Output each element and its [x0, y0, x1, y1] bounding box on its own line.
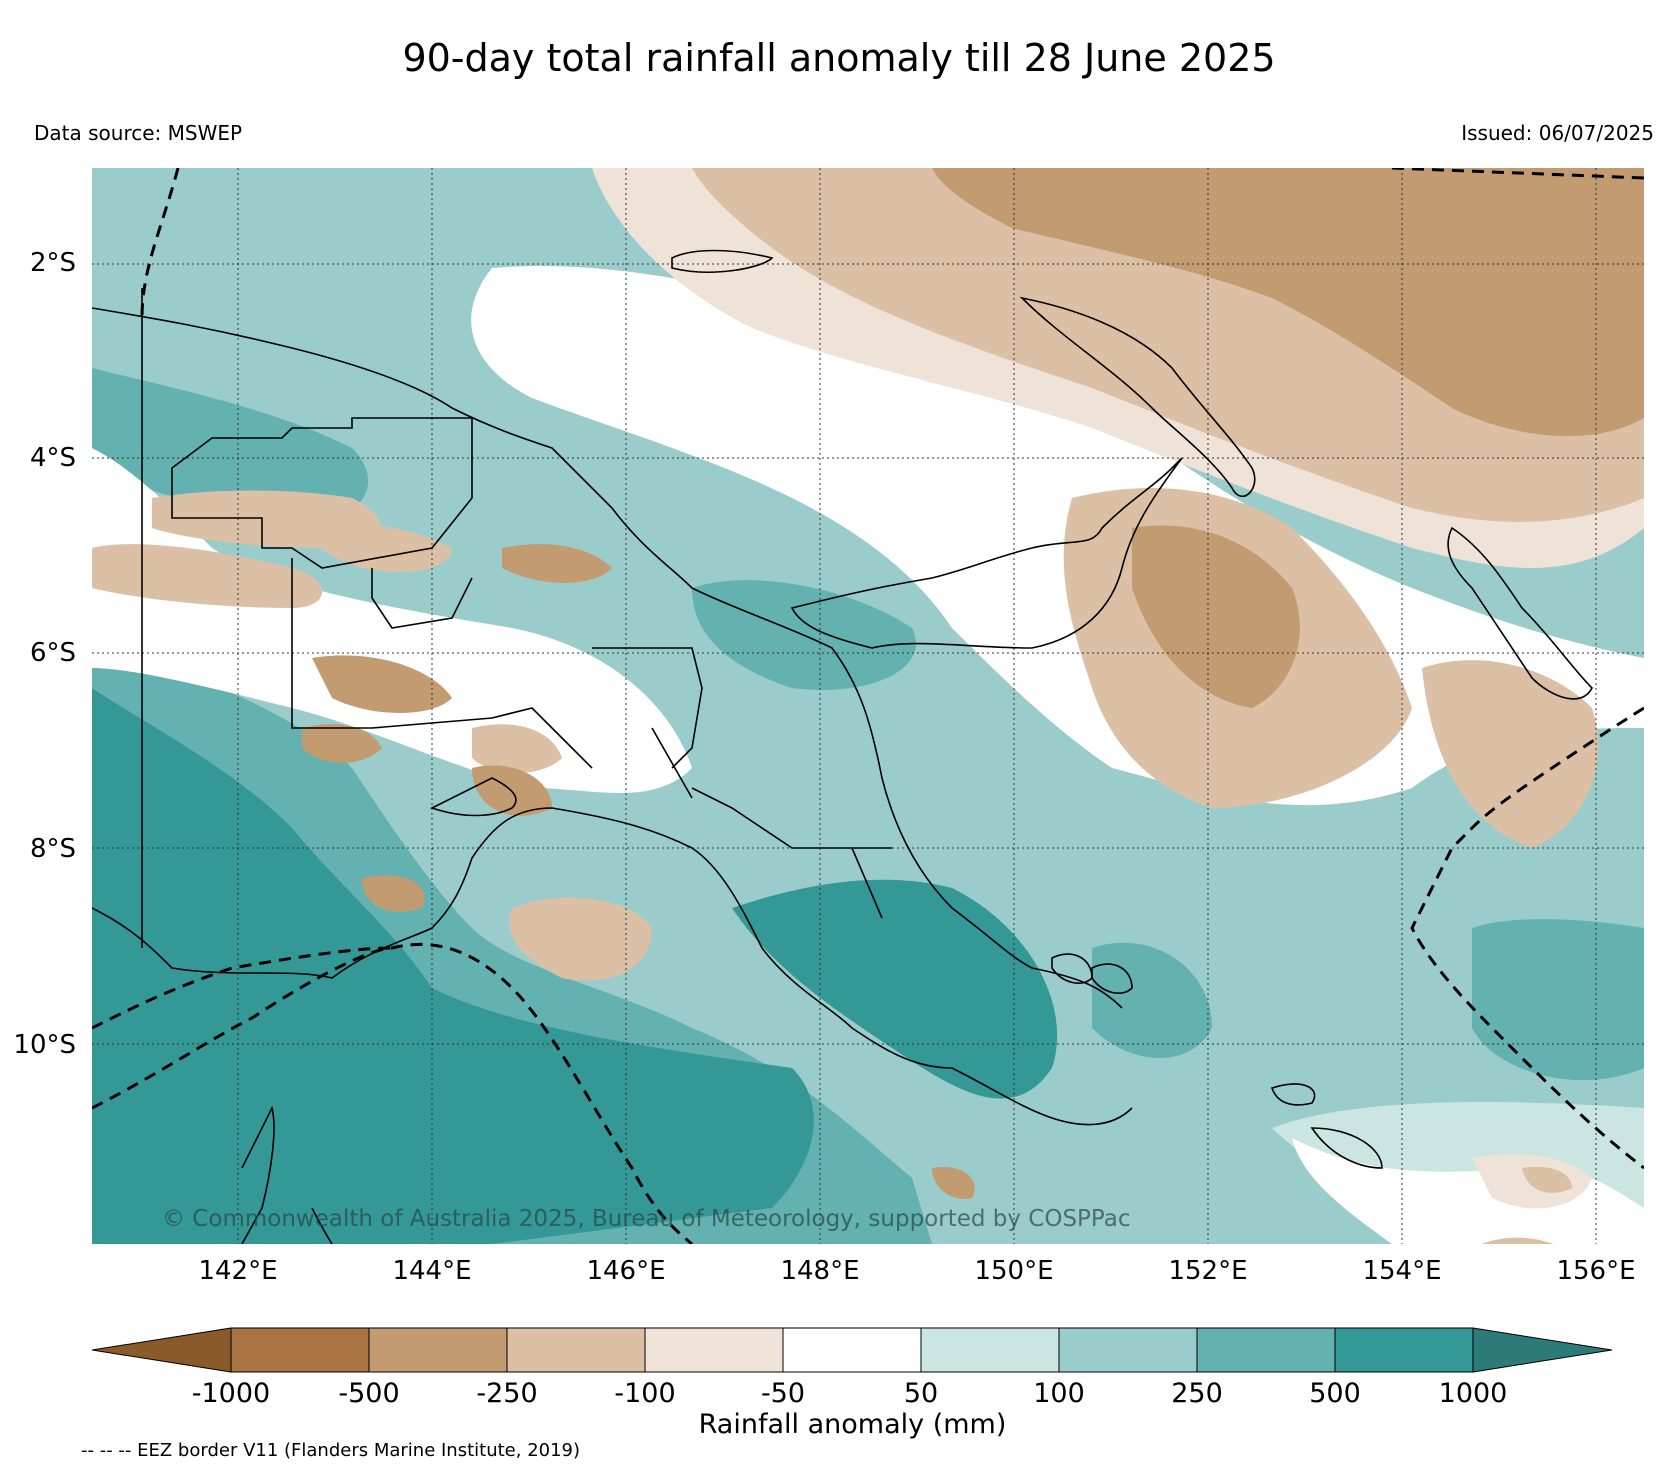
anomaly-region-minus100: [509, 897, 652, 981]
anomaly-region-minus250: [302, 724, 382, 763]
anomaly-region-500: [1092, 942, 1212, 1058]
colorbar-tick: -250: [476, 1378, 538, 1409]
anomaly-region-1000: [92, 688, 814, 1244]
colorbar-segment-min: [92, 1327, 232, 1373]
colorbar-segment: [1196, 1327, 1336, 1373]
anomaly-region-minus250: [312, 655, 452, 713]
anomaly-region-minus250: [1132, 525, 1300, 708]
lon-label-150e: 150°E: [974, 1256, 1054, 1286]
colorbar-tick: -50: [760, 1378, 806, 1409]
colorbar-tick: -500: [338, 1378, 400, 1409]
colorbar-segment: [230, 1327, 370, 1373]
colorbar-tick: -1000: [191, 1378, 271, 1409]
anomaly-region-1000: [732, 879, 1058, 1099]
colorbar-segment: [368, 1327, 508, 1373]
colorbar-tick: 100: [1033, 1378, 1085, 1409]
colorbar-segment: [920, 1327, 1060, 1373]
colorbar-segment: [1058, 1327, 1198, 1373]
graticule: [92, 168, 1644, 1244]
eez-footnote: -- -- -- EEZ border V11 (Flanders Marine…: [81, 1440, 581, 1461]
anomaly-region-minus250: [932, 1167, 975, 1199]
anomaly-region-minus250: [932, 168, 1644, 437]
map-canvas: [92, 168, 1644, 1244]
eez-borders: [92, 168, 1644, 1244]
lat-label-2s: 2°S: [29, 248, 76, 278]
anomaly-region-minus250: [502, 544, 612, 583]
data-source: Data source: MSWEP: [34, 121, 243, 145]
anomaly-region-500: [1472, 919, 1644, 1081]
anomaly-region-minus250: [362, 875, 425, 912]
colorbar-segment: [782, 1327, 922, 1373]
lon-label-142e: 142°E: [198, 1256, 278, 1286]
anomaly-region-minus100: [1422, 660, 1599, 848]
anomaly-region-neutral: [1292, 1138, 1644, 1244]
lon-label-152e: 152°E: [1168, 1256, 1248, 1286]
chart-title: 90-day total rainfall anomaly till 28 Ju…: [402, 36, 1276, 80]
copyright-watermark: © Commonwealth of Australia 2025, Bureau…: [162, 1206, 1131, 1232]
colorbar-label: Rainfall anomaly (mm): [698, 1409, 1007, 1440]
colorbar-tick: -100: [614, 1378, 676, 1409]
issued-date: Issued: 06/07/2025: [1461, 121, 1654, 145]
lon-label-154e: 154°E: [1362, 1256, 1442, 1286]
colorbar-tick: 500: [1309, 1378, 1361, 1409]
colorbar-segment: [1334, 1327, 1474, 1373]
lon-label-146e: 146°E: [586, 1256, 666, 1286]
colorbar-tick: 1000: [1438, 1378, 1508, 1409]
lat-label-4s: 4°S: [29, 443, 76, 473]
colorbar-segment: [506, 1327, 646, 1373]
anomaly-region-500: [92, 368, 369, 528]
lat-label-8s: 8°S: [29, 834, 76, 864]
anomaly-region-neutral: [92, 448, 692, 793]
anomaly-region-minus100: [92, 544, 322, 608]
colorbar-tick: 50: [903, 1378, 939, 1409]
colorbar-segment-max: [1472, 1327, 1612, 1373]
anomaly-region-minus100: [312, 524, 452, 572]
coastlines: [92, 249, 1593, 1244]
colorbar: [92, 1327, 1612, 1373]
lat-label-10s: 10°S: [13, 1030, 76, 1060]
colorbar-tick: 250: [1171, 1378, 1223, 1409]
lon-label-156e: 156°E: [1556, 1256, 1636, 1286]
anomaly-region-minus250: [1472, 217, 1644, 419]
anomaly-region-minus100: [472, 724, 562, 773]
lon-label-148e: 148°E: [780, 1256, 860, 1286]
rainfall-anomaly-map: [92, 168, 1644, 1244]
anomaly-region-minus100: [1522, 1166, 1572, 1193]
colorbar-segment: [644, 1327, 784, 1373]
anomaly-region-minus100: [1481, 1237, 1592, 1244]
lon-label-144e: 144°E: [392, 1256, 472, 1286]
lat-label-6s: 6°S: [29, 638, 76, 668]
